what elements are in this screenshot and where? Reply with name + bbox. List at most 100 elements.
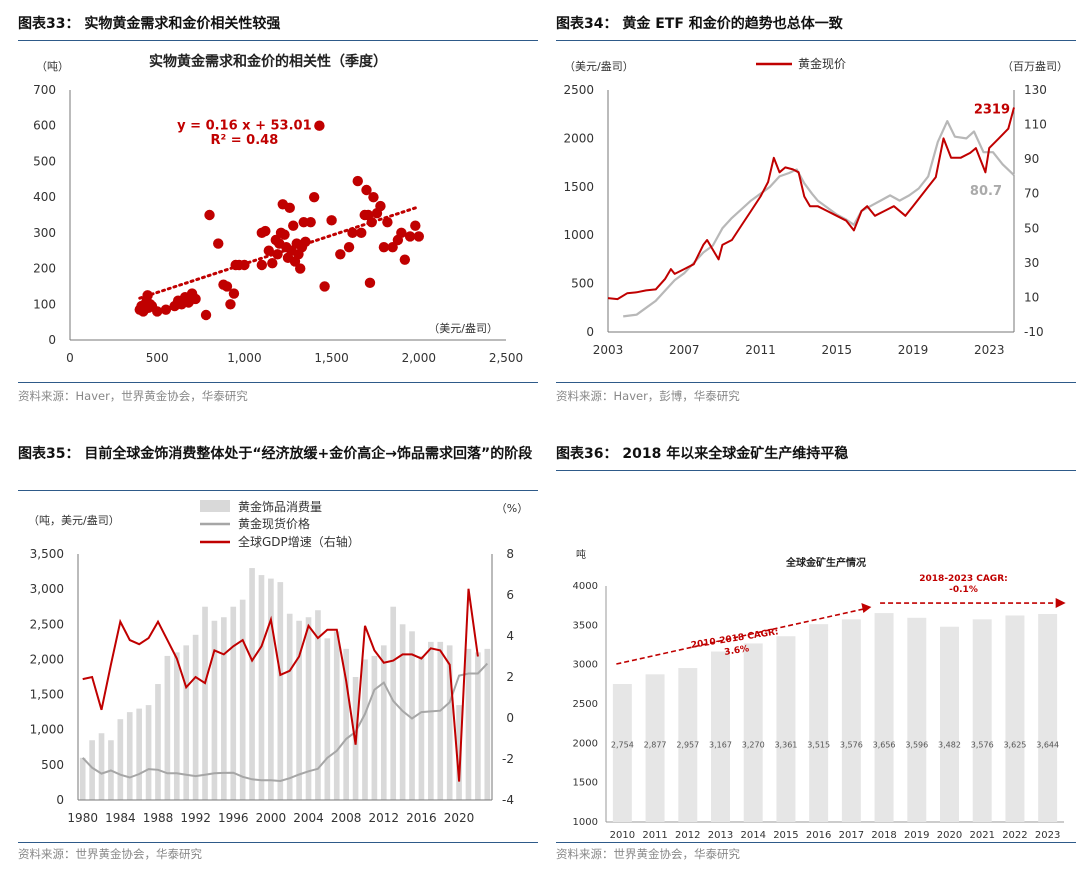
left-tick-label: 2000: [563, 131, 594, 145]
right-tick-label: 50: [1024, 221, 1039, 235]
scatter-point: [356, 227, 367, 239]
bar-value-label: 3,270: [742, 740, 765, 749]
x-tick-label: 2021: [969, 830, 994, 841]
left-tick-label: 2,500: [30, 617, 64, 631]
scatter-point: [361, 184, 372, 196]
production-bar: [972, 619, 992, 822]
jewelry-bar: [145, 705, 152, 800]
gdp-growth-line: [82, 588, 479, 782]
x-tick-label: 2019: [904, 830, 929, 841]
x-tick-label: 2000: [256, 811, 287, 825]
x-tick-label: 2012: [369, 811, 400, 825]
scatter-point: [319, 281, 330, 292]
bar-value-label: 3,515: [807, 740, 830, 749]
right-axis-unit: （%）: [496, 502, 528, 515]
panel-etf: 图表34： 黄金 ETF 和金价的趋势也总体一致 （美元/盎司） （百万盎司） 黄金…: [556, 6, 1076, 403]
x-tick-label: 1988: [143, 811, 174, 825]
production-bar: [612, 684, 632, 822]
scatter-point: [160, 304, 172, 315]
right-tick-label: -4: [502, 793, 514, 807]
scatter-point: [228, 288, 240, 299]
bar-value-label: 2,754: [611, 740, 634, 749]
bar-value-label: 2,877: [644, 740, 667, 749]
scatter-point: [366, 216, 377, 228]
left-tick-label: 500: [571, 277, 594, 291]
scatter-point: [364, 277, 376, 289]
scatter-point: [142, 290, 153, 301]
jewelry-bar: [239, 599, 246, 800]
scatter-point: [260, 225, 271, 237]
y-tick-label: 4000: [573, 581, 598, 592]
scatter-point: [267, 258, 278, 269]
jewelry-bar: [305, 617, 312, 800]
right-tick-label: 2: [506, 670, 514, 684]
x-axis-unit: （美元/盎司）: [428, 321, 498, 335]
jewelry-bar: [258, 575, 265, 800]
x-tick-label: 2016: [406, 811, 437, 825]
y-tick-label: 300: [33, 226, 56, 240]
y-tick-label: 200: [33, 262, 56, 276]
right-tick-label: 10: [1024, 290, 1039, 304]
scatter-point: [410, 220, 421, 231]
jewelry-bar: [380, 645, 387, 800]
y-tick-label: 0: [48, 333, 56, 347]
right-tick-label: 8: [506, 547, 514, 561]
jewelry-bar: [136, 708, 142, 800]
scatter-point: [326, 215, 337, 226]
jewelry-bar: [418, 655, 425, 800]
y-tick-label: 2000: [573, 738, 598, 749]
scatter-point: [279, 229, 290, 240]
jewelry-bar: [437, 641, 444, 800]
scatter-point: [256, 259, 268, 271]
bar-value-label: 2,957: [676, 740, 699, 749]
x-tick-label: 2012: [675, 830, 700, 841]
legend-label-jewelry: 黄金饰品消费量: [238, 499, 322, 514]
y-axis-unit: 吨: [576, 548, 586, 561]
legend-label-gdp: 全球GDP增速（右轴）: [238, 534, 360, 549]
x-tick-label: 2003: [593, 343, 624, 357]
x-tick-label: 2019: [898, 343, 929, 357]
scatter-point: [263, 245, 275, 256]
source-note: 资料来源：世界黄金协会，华泰研究: [18, 847, 202, 861]
cagr-value-1: 3.6%: [724, 644, 750, 658]
scatter-point: [314, 120, 325, 131]
legend-label-price: 黄金现货价格: [238, 516, 310, 531]
scatter-point: [387, 241, 398, 253]
scatter-point: [272, 249, 283, 260]
jewelry-bar: [211, 620, 218, 800]
panel-title: 图表35： 目前全球金饰消费整体处于“经济放缓+金价高企→饰品需求回落”的阶段: [18, 436, 538, 491]
x-tick-label: 2018: [871, 830, 896, 841]
scatter-point: [399, 254, 411, 265]
bar-value-label: 3,482: [938, 740, 961, 749]
y-tick-label: 3500: [573, 620, 598, 631]
scatter-point: [396, 227, 407, 239]
production-bar: [1038, 614, 1058, 822]
jewelry-bar: [465, 648, 472, 800]
bar-value-label: 3,167: [709, 740, 732, 749]
x-tick-label: 2010: [610, 830, 635, 841]
source-note: 资料来源：Haver，世界黄金协会，华泰研究: [18, 389, 248, 403]
jewelry-bar: [484, 648, 491, 800]
production-bar: [1005, 615, 1025, 822]
divider: [556, 842, 1076, 843]
panel-title: 图表33： 实物黄金需求和金价相关性较强: [18, 6, 538, 41]
x-tick-label: 2016: [806, 830, 831, 841]
legend-label-gold: 黄金现价: [798, 56, 846, 71]
left-axis-unit: （吨，美元/盎司）: [28, 513, 120, 527]
scatter-point: [347, 227, 358, 239]
r-squared: R² = 0.48: [211, 133, 279, 148]
y-tick-label: 400: [33, 190, 56, 204]
jewelry-bar: [126, 712, 133, 800]
jewelry-bar: [371, 655, 378, 800]
x-tick-label: 1996: [218, 811, 249, 825]
right-tick-label: 6: [506, 588, 514, 602]
jewelry-bar: [249, 568, 255, 800]
x-tick-label: 2007: [669, 343, 700, 357]
scatter-point: [284, 202, 295, 214]
arrowhead-icon: [1055, 598, 1066, 609]
jewelry-bar: [296, 620, 302, 800]
gold-annotation: 2319: [974, 103, 1010, 118]
scatter-point: [295, 263, 306, 274]
scatter-point: [375, 200, 386, 212]
